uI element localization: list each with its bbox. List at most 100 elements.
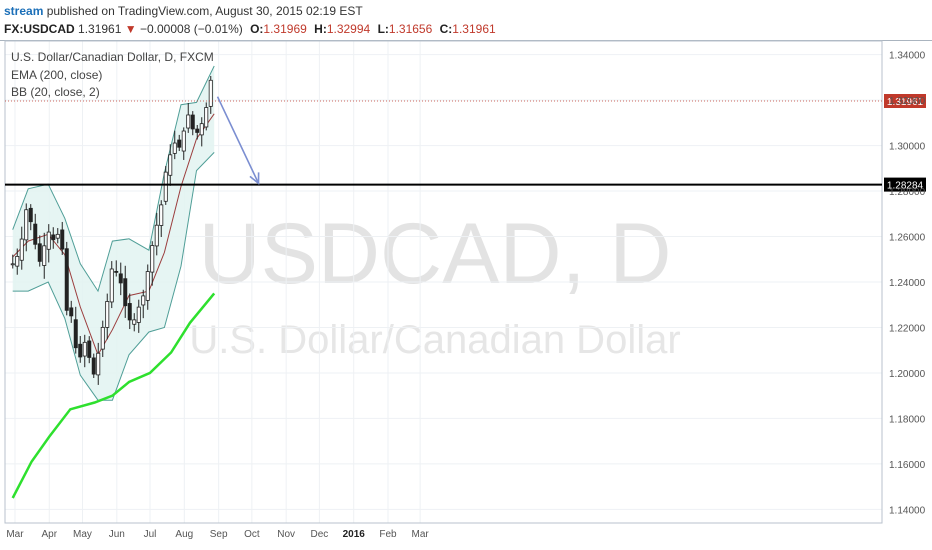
y-tick-label: 1.32000 xyxy=(889,96,926,107)
candle-body xyxy=(55,233,60,239)
y-tick-label: 1.34000 xyxy=(889,51,926,62)
author-link[interactable]: stream xyxy=(4,4,44,18)
candle-body xyxy=(46,231,51,250)
x-tick-label: 2016 xyxy=(343,529,366,540)
candle-body xyxy=(64,248,69,311)
candle-body xyxy=(87,340,92,358)
x-tick-label: Feb xyxy=(379,529,397,540)
current-price-label: 1.31961 xyxy=(887,97,924,108)
bollinger-lower-line xyxy=(12,152,215,401)
level-price-label: 1.28284 xyxy=(887,181,924,192)
y-tick-label: 1.22000 xyxy=(889,323,926,334)
x-tick-label: Mar xyxy=(412,529,430,540)
candle-body xyxy=(114,270,119,273)
candle-body xyxy=(28,207,33,223)
high-label: H: xyxy=(314,22,327,36)
level-line-group: 1.28284 1.31961 xyxy=(5,93,926,192)
open-value: 1.31969 xyxy=(263,22,307,36)
y-tick-label: 1.14000 xyxy=(889,505,926,516)
candle-body xyxy=(208,79,213,107)
open-label: O: xyxy=(250,22,264,36)
symbol-info-bar: FX:USDCAD 1.31961 ▼ −0.00008 (−0.01%) O:… xyxy=(4,20,496,38)
y-tick-label: 1.18000 xyxy=(889,414,926,425)
x-tick-label: May xyxy=(73,529,92,540)
y-tick-label: 1.26000 xyxy=(889,233,926,244)
candle-body xyxy=(168,154,173,176)
projection-arrow-group xyxy=(216,96,260,185)
candle-body xyxy=(91,357,96,375)
y-tick-label: 1.16000 xyxy=(889,460,926,471)
level-price-tag xyxy=(884,177,926,192)
candle-body xyxy=(163,171,168,202)
candle-body xyxy=(96,352,101,376)
candle-body xyxy=(118,273,123,284)
candle-body xyxy=(78,343,83,358)
candle-body xyxy=(186,114,191,129)
projection-arrow-line xyxy=(216,96,260,184)
x-tick-label: Jun xyxy=(109,529,125,540)
candle-body xyxy=(190,114,195,130)
ema-200-line xyxy=(11,292,216,499)
bollinger-fill xyxy=(12,66,215,401)
candle-body xyxy=(24,209,29,241)
legend-ema[interactable]: EMA (200, close) xyxy=(11,68,103,82)
candle-body xyxy=(154,224,159,247)
candles xyxy=(10,75,213,385)
candle-body xyxy=(82,341,87,357)
candle-body xyxy=(127,303,132,321)
publish-text: published on TradingView.com, August 30,… xyxy=(46,4,363,18)
candle-body xyxy=(204,107,209,128)
watermark-symbol: USDCAD, D xyxy=(198,206,671,302)
candle-body xyxy=(105,301,110,328)
x-tick-label: Aug xyxy=(175,529,193,540)
candle-body xyxy=(172,142,177,154)
x-tick-label: Jul xyxy=(144,529,157,540)
candle-body xyxy=(42,245,47,266)
watermark: USDCAD, D U.S. Dollar/Canadian Dollar xyxy=(189,206,680,362)
candle-body xyxy=(109,268,114,303)
candle-body xyxy=(150,245,155,273)
candle-body xyxy=(177,139,182,148)
candle-body xyxy=(15,256,20,267)
x-tick-label: Dec xyxy=(310,529,328,540)
legend-bb[interactable]: BB (20, close, 2) xyxy=(11,85,100,99)
candle-body xyxy=(73,319,78,349)
x-tick-label: Mar xyxy=(6,529,24,540)
watermark-name: U.S. Dollar/Canadian Dollar xyxy=(189,318,680,362)
candle-body xyxy=(159,204,164,226)
candle-body xyxy=(10,263,15,266)
candle-body xyxy=(19,238,24,261)
candle-body xyxy=(51,234,56,241)
price-axis[interactable]: 1.14000 1.16000 1.18000 1.20000 1.22000 1.240… xyxy=(889,51,926,517)
projection-arrow-head xyxy=(249,172,260,185)
x-tick-label: Apr xyxy=(41,529,57,540)
candle-body xyxy=(33,223,38,245)
low-label: L: xyxy=(377,22,389,36)
symbol-name[interactable]: FX:USDCAD xyxy=(4,22,75,36)
candle-body xyxy=(69,307,74,317)
close-label: C: xyxy=(439,22,453,36)
down-arrow-icon: ▼ xyxy=(124,22,137,36)
candle-body xyxy=(141,295,146,306)
candle-body xyxy=(181,130,186,152)
y-tick-label: 1.24000 xyxy=(889,278,926,289)
x-tick-label: Nov xyxy=(277,529,295,540)
current-price-tag xyxy=(884,93,926,108)
candle-body xyxy=(37,243,42,262)
x-tick-label: Oct xyxy=(244,529,260,540)
last-price: 1.31961 xyxy=(78,22,122,36)
candle-body xyxy=(100,326,105,350)
time-axis[interactable]: Mar Apr May Jun Jul Aug Sep Oct Nov Dec 2016 Feb Mar xyxy=(6,529,429,540)
candle-body xyxy=(132,319,137,325)
price-change: −0.00008 (−0.01%) xyxy=(139,22,243,36)
plot-border xyxy=(4,40,883,524)
y-tick-label: 1.20000 xyxy=(889,369,926,380)
candle-body xyxy=(123,278,128,307)
bollinger-band-fill xyxy=(12,66,215,401)
candle-body xyxy=(199,123,204,136)
legend-title: U.S. Dollar/Canadian Dollar, D, FXCM xyxy=(11,50,214,64)
publish-info: stream published on TradingView.com, Aug… xyxy=(4,2,363,20)
high-value: 1.32994 xyxy=(326,22,371,36)
